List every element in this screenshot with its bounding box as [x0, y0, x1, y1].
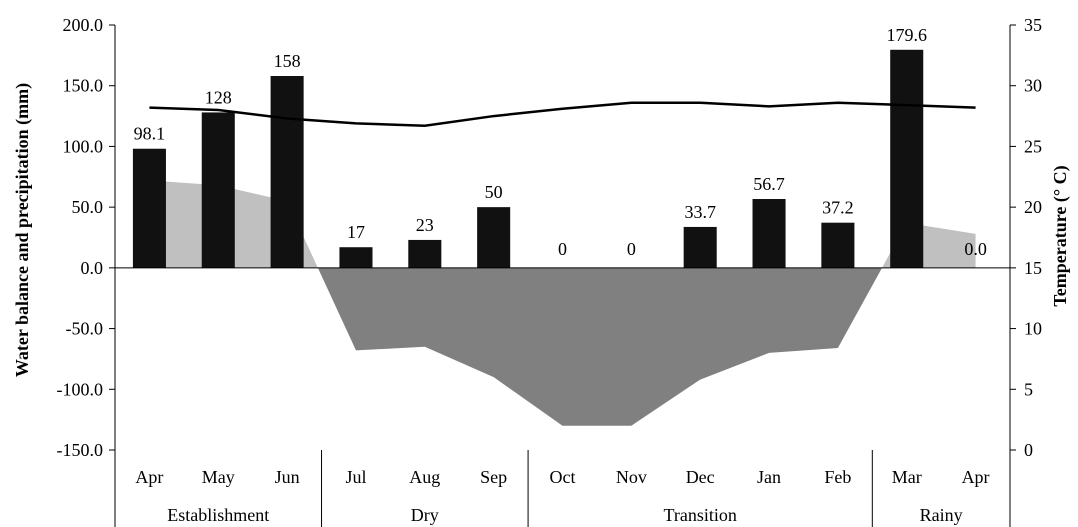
bar-data-label: 0.0 [964, 239, 987, 259]
period-labels: Establishment Dry Transition Rainy [167, 505, 962, 525]
x-tick-label: Dec [686, 467, 715, 487]
chart-axes [114, 25, 1011, 527]
bar-data-label: 56.7 [753, 174, 785, 194]
period-label: Dry [411, 505, 439, 525]
bar-data-label: 128 [205, 87, 232, 107]
right-axis-ticks: 35 30 25 20 15 10 5 0 [1010, 15, 1042, 460]
y-right-tick-label: 25 [1024, 136, 1042, 156]
y-right-tick-label: 15 [1024, 258, 1042, 278]
y-right-tick-label: 30 [1024, 76, 1042, 96]
precipitation-bar [201, 112, 235, 268]
bar-data-label: 37.2 [822, 198, 854, 218]
y-left-tick-label: -50.0 [66, 319, 104, 339]
bar-data-label: 17 [347, 222, 365, 242]
precipitation-bar [477, 207, 511, 268]
y-right-tick-label: 10 [1024, 319, 1042, 339]
precipitation-bar [408, 239, 442, 268]
period-label: Establishment [167, 505, 269, 525]
x-tick-label: Mar [892, 467, 922, 487]
precipitation-bar [339, 247, 373, 268]
precipitation-bar [890, 49, 924, 268]
x-tick-label: Apr [962, 467, 990, 487]
y-right-tick-label: 35 [1024, 15, 1042, 35]
y-left-tick-label: -150.0 [57, 440, 104, 460]
water-deficit-area [317, 267, 882, 426]
bar-data-label: 0 [558, 239, 567, 259]
y-left-tick-label: 0.0 [81, 258, 104, 278]
temperature-series-line [149, 101, 976, 128]
precipitation-bars [132, 49, 924, 268]
precipitation-bar [132, 148, 166, 268]
bar-data-label: 179.6 [886, 25, 927, 45]
y-axis-left-label: Water balance and precipitation (mm) [12, 83, 33, 377]
precipitation-bar [683, 226, 717, 268]
y-left-tick-label: 150.0 [63, 76, 104, 96]
bar-data-label: 33.7 [684, 202, 716, 222]
bar-data-label: 98.1 [134, 124, 166, 144]
period-label: Rainy [920, 505, 963, 525]
bar-data-label: 50 [485, 182, 503, 202]
x-tick-label: Feb [824, 467, 851, 487]
y-right-tick-label: 0 [1024, 440, 1033, 460]
precipitation-bar [270, 76, 304, 268]
x-tick-label: Nov [616, 467, 647, 487]
y-left-tick-label: -100.0 [57, 379, 104, 399]
temperature-line [149, 101, 976, 128]
left-axis-ticks: 200.0 150.0 100.0 50.0 0.0 -50.0 -100.0 -150.0 [57, 15, 115, 460]
x-tick-label: Jun [275, 467, 300, 487]
x-tick-label: Jul [345, 467, 366, 487]
bar-data-labels: 98.1 128 158 17 23 50 0 0 33.7 56.7 37.2 179.6 0.0 [134, 25, 987, 259]
x-tick-label: Oct [550, 467, 576, 487]
bar-data-label: 0 [627, 239, 636, 259]
x-tick-label: Aug [409, 467, 440, 487]
y-right-tick-label: 20 [1024, 197, 1042, 217]
y-left-tick-label: 50.0 [72, 197, 104, 217]
x-tick-label: Sep [480, 467, 507, 487]
bar-data-label: 23 [416, 215, 434, 235]
x-tick-label: May [202, 467, 235, 487]
y-axis-right-label: Temperature (° C) [1050, 165, 1071, 306]
period-label: Transition [664, 505, 737, 525]
x-tick-label: Apr [135, 467, 163, 487]
y-left-tick-label: 200.0 [63, 15, 104, 35]
y-left-tick-label: 100.0 [63, 136, 104, 156]
precipitation-bar [821, 222, 855, 268]
y-right-tick-label: 5 [1024, 379, 1033, 399]
x-tick-label: Jan [757, 467, 781, 487]
category-labels: Apr May Jun Jul Aug Sep Oct Nov Dec Jan Feb Mar Apr [135, 467, 989, 487]
precipitation-bar [752, 199, 786, 268]
bar-data-label: 158 [274, 51, 301, 71]
